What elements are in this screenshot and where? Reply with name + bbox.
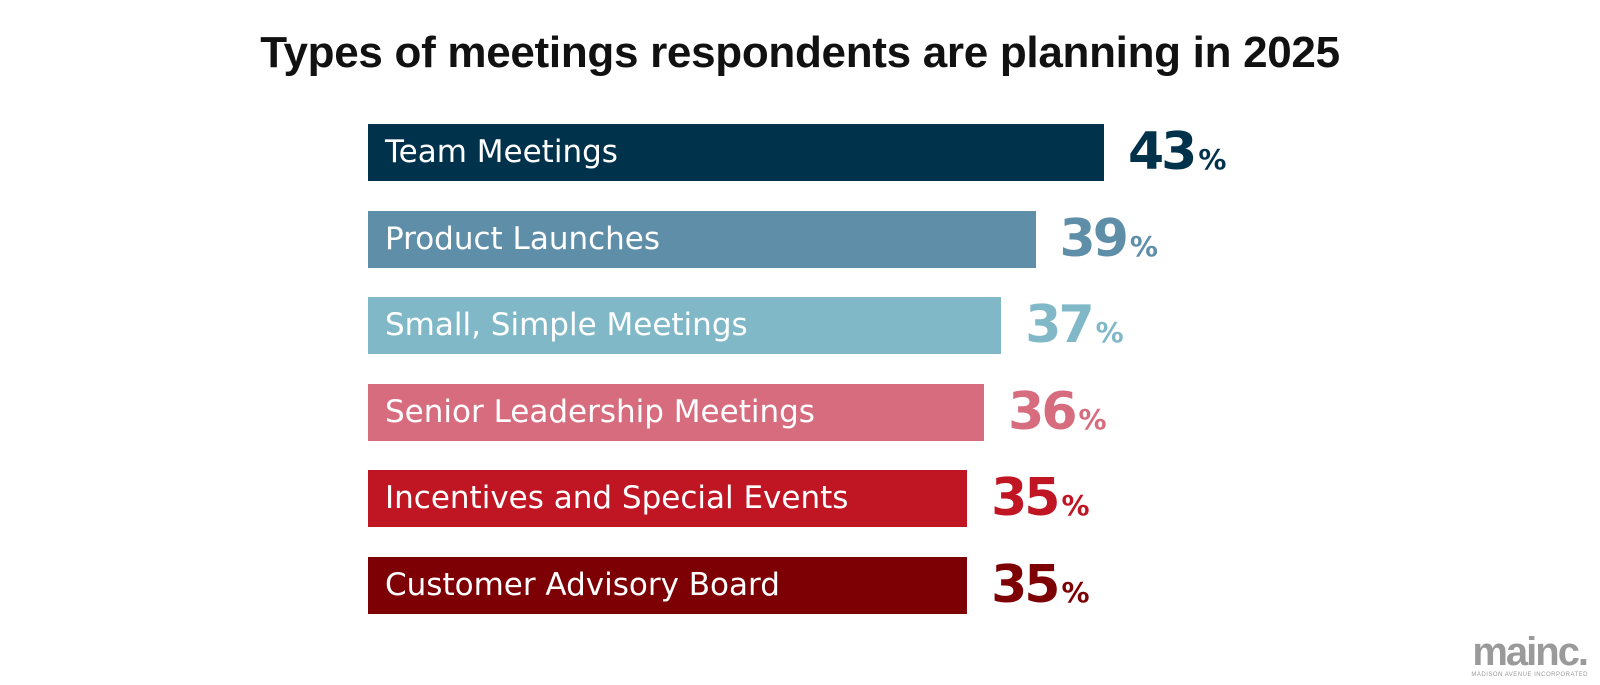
bar	[368, 124, 1104, 181]
bar	[368, 557, 968, 614]
data-label: 36%	[1008, 384, 1106, 441]
data-label: 39%	[1060, 211, 1158, 268]
data-label: 35%	[991, 470, 1089, 527]
data-label-value: 36	[1008, 382, 1077, 442]
bar-label: Team Meetings	[385, 134, 618, 170]
data-label-value: 37	[1025, 295, 1094, 355]
data-label-value: 35	[991, 555, 1060, 615]
data-label: 43%	[1128, 124, 1226, 181]
data-label-unit: %	[1095, 316, 1124, 349]
data-label-value: 43	[1128, 122, 1197, 182]
data-label: 35%	[991, 557, 1089, 614]
bar	[368, 384, 985, 441]
bar	[368, 470, 968, 527]
bar	[368, 297, 1002, 354]
bar-label: Incentives and Special Events	[385, 480, 849, 516]
data-label-unit: %	[1078, 403, 1107, 436]
brand-logo: mainc. MADISON AVENUE INCORPORATED	[1471, 630, 1589, 679]
chart-title: Types of meetings respondents are planni…	[260, 28, 1340, 77]
bar	[368, 211, 1036, 268]
bar-label: Senior Leadership Meetings	[385, 394, 815, 430]
logo-wordmark: mainc.	[1472, 630, 1589, 674]
data-label-value: 35	[991, 468, 1060, 528]
bar-label: Customer Advisory Board	[385, 567, 780, 603]
data-label-unit: %	[1061, 576, 1090, 609]
logo-tagline: MADISON AVENUE INCORPORATED	[1471, 672, 1588, 678]
bar-label: Small, Simple Meetings	[385, 307, 748, 343]
bar-label: Product Launches	[385, 221, 661, 257]
data-label-unit: %	[1129, 230, 1158, 263]
data-label-unit: %	[1061, 489, 1090, 522]
data-label-unit: %	[1198, 143, 1227, 176]
data-label-value: 39	[1059, 209, 1129, 269]
data-label: 37%	[1025, 297, 1123, 354]
